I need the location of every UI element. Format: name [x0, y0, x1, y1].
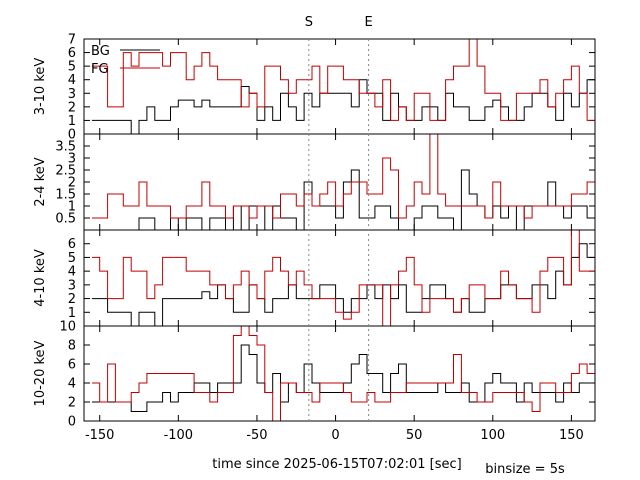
- series-fg-line: [91, 326, 595, 421]
- series-bg-line: [91, 169, 595, 230]
- y-axis-label: 10-20 keV: [33, 340, 48, 406]
- y-tick-label: 4: [68, 377, 76, 392]
- series-fg-line: [91, 134, 595, 219]
- y-tick-label: 0: [68, 128, 76, 143]
- binsize-label: binsize = 5s: [485, 462, 565, 477]
- y-tick-label: 2: [68, 396, 76, 411]
- y-tick-label: 1: [68, 200, 76, 215]
- panel-frame: [83, 229, 596, 327]
- y-axis-label: 4-10 keV: [33, 249, 48, 307]
- y-tick-label: 4: [68, 265, 76, 280]
- y-axis-label: 2-4 keV: [33, 157, 48, 206]
- y-tick-label: 0: [68, 415, 76, 430]
- y-tick-label: 1: [68, 306, 76, 321]
- y-tick-label: 2: [68, 100, 76, 115]
- x-tick-label: 150: [559, 428, 584, 443]
- y-tick-label: 3: [68, 87, 76, 102]
- y-tick-label: 1.5: [55, 188, 76, 203]
- y-tick-label: 3: [68, 278, 76, 293]
- series-fg-line: [91, 230, 595, 326]
- x-axis-label: time since 2025-06-15T07:02:01 [sec]: [212, 457, 461, 472]
- y-tick-label: 4: [68, 73, 76, 88]
- x-tick-label: 50: [406, 428, 423, 443]
- series-bg-line: [91, 344, 595, 412]
- x-tick-label: -150: [85, 428, 115, 443]
- x-tick-label: 0: [331, 428, 339, 443]
- panel-frame: [83, 133, 596, 231]
- x-tick-label: -50: [246, 428, 267, 443]
- y-axis-label: 3-10 keV: [33, 58, 48, 116]
- y-tick-label: 5: [68, 251, 76, 266]
- series-fg-line: [91, 39, 595, 121]
- y-tick-label: 3: [68, 152, 76, 167]
- y-tick-label: 0.5: [55, 212, 76, 227]
- legend-label-fg: FG: [91, 62, 109, 77]
- marker-e-label: E: [364, 15, 372, 30]
- legend: BG FG: [91, 44, 160, 77]
- y-tick-label: 1: [68, 114, 76, 129]
- y-tick-label: 6: [68, 237, 76, 252]
- x-tick-label: -100: [164, 428, 194, 443]
- x-tick-label: 100: [480, 428, 505, 443]
- y-tick-label: 6: [68, 358, 76, 373]
- series-bg-line: [91, 79, 595, 134]
- y-tick-label: 7: [68, 33, 76, 48]
- y-tick-label: 2: [68, 176, 76, 191]
- panel-frame: [83, 325, 596, 422]
- panel-2: 0.511.522.533.5 2-4 keV: [33, 133, 596, 231]
- marker-s-label: S: [305, 15, 313, 30]
- panel-4: 0 2 4 6 8 10 10-20 keV -150 -100 -50 0 50 100 150: [33, 320, 596, 443]
- y-tick-label: 3.5: [55, 140, 76, 155]
- y-tick-label: 5: [68, 60, 76, 75]
- series-bg-line: [91, 243, 595, 326]
- y-tick-label: 2.5: [55, 164, 76, 179]
- y-tick-label: 6: [68, 46, 76, 61]
- y-tick-label: 8: [68, 339, 76, 354]
- panel-frame: [83, 38, 596, 135]
- y-tick-label: 2: [68, 292, 76, 307]
- y-tick-label: 10: [59, 320, 76, 335]
- legend-label-bg: BG: [91, 44, 110, 59]
